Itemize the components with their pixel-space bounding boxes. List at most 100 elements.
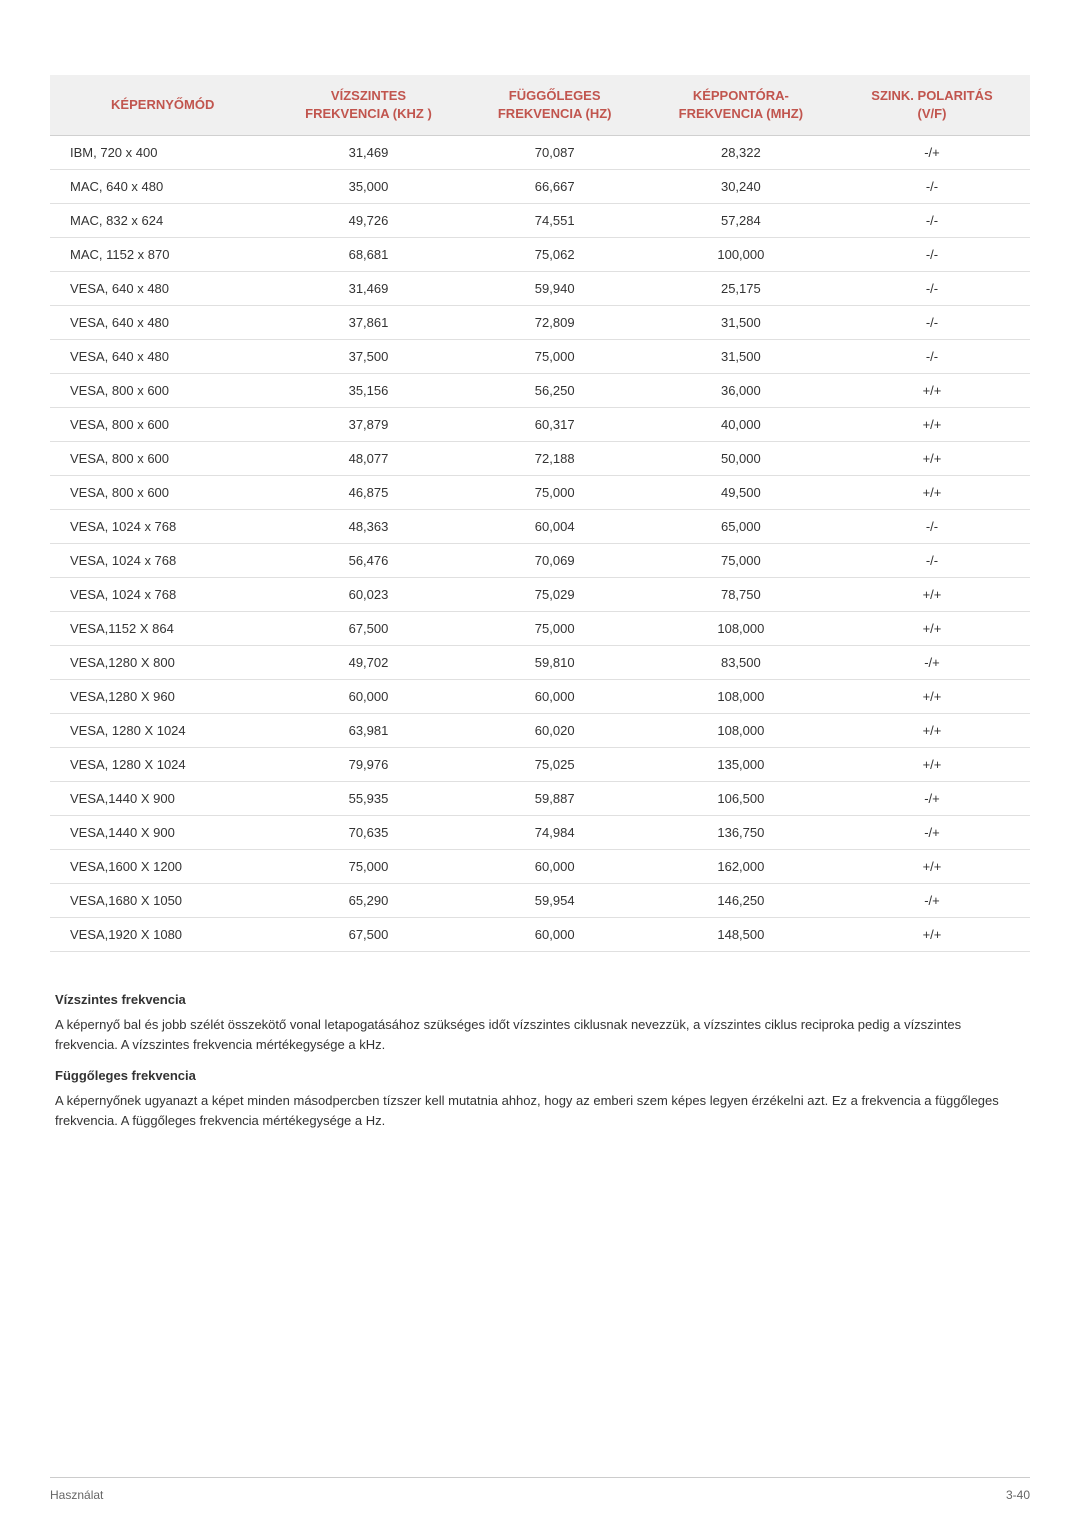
cell-pclock: 136,750 <box>648 816 834 850</box>
cell-mode: MAC, 1152 x 870 <box>50 238 275 272</box>
cell-hfreq: 37,879 <box>275 408 461 442</box>
cell-vfreq: 74,984 <box>462 816 648 850</box>
cell-pclock: 108,000 <box>648 612 834 646</box>
cell-pclock: 49,500 <box>648 476 834 510</box>
cell-pol: +/+ <box>834 374 1030 408</box>
cell-vfreq: 75,000 <box>462 612 648 646</box>
cell-vfreq: 60,004 <box>462 510 648 544</box>
vfreq-heading: Függőleges frekvencia <box>55 1068 1025 1083</box>
cell-hfreq: 68,681 <box>275 238 461 272</box>
cell-pol: -/- <box>834 238 1030 272</box>
cell-pclock: 162,000 <box>648 850 834 884</box>
description-section: Vízszintes frekvencia A képernyő bal és … <box>50 992 1030 1130</box>
cell-mode: VESA, 640 x 480 <box>50 340 275 374</box>
timing-table: KÉPERNYŐMÓD VÍZSZINTESFREKVENCIA (KHZ ) … <box>50 75 1030 952</box>
cell-mode: VESA,1440 X 900 <box>50 816 275 850</box>
cell-vfreq: 59,940 <box>462 272 648 306</box>
cell-mode: VESA, 800 x 600 <box>50 442 275 476</box>
cell-vfreq: 75,062 <box>462 238 648 272</box>
cell-vfreq: 74,551 <box>462 204 648 238</box>
table-row: VESA,1280 X 80049,70259,81083,500-/+ <box>50 646 1030 680</box>
cell-vfreq: 60,020 <box>462 714 648 748</box>
cell-pclock: 135,000 <box>648 748 834 782</box>
cell-hfreq: 35,000 <box>275 170 461 204</box>
cell-pol: +/+ <box>834 442 1030 476</box>
cell-pclock: 108,000 <box>648 714 834 748</box>
cell-mode: VESA,1440 X 900 <box>50 782 275 816</box>
cell-mode: VESA, 800 x 600 <box>50 476 275 510</box>
cell-pclock: 100,000 <box>648 238 834 272</box>
cell-pol: -/+ <box>834 816 1030 850</box>
footer-left: Használat <box>50 1488 103 1502</box>
table-row: VESA,1440 X 90055,93559,887106,500-/+ <box>50 782 1030 816</box>
cell-pol: -/- <box>834 510 1030 544</box>
cell-pclock: 30,240 <box>648 170 834 204</box>
cell-vfreq: 60,000 <box>462 680 648 714</box>
cell-pol: +/+ <box>834 748 1030 782</box>
footer-right: 3-40 <box>1006 1488 1030 1502</box>
cell-hfreq: 46,875 <box>275 476 461 510</box>
cell-pclock: 148,500 <box>648 918 834 952</box>
table-row: VESA,1600 X 120075,00060,000162,000+/+ <box>50 850 1030 884</box>
header-polarity: SZINK. POLARITÁS(V/F) <box>834 75 1030 136</box>
cell-vfreq: 56,250 <box>462 374 648 408</box>
table-row: VESA, 800 x 60048,07772,18850,000+/+ <box>50 442 1030 476</box>
cell-pol: +/+ <box>834 476 1030 510</box>
cell-vfreq: 66,667 <box>462 170 648 204</box>
cell-mode: VESA, 640 x 480 <box>50 272 275 306</box>
hfreq-heading: Vízszintes frekvencia <box>55 992 1025 1007</box>
header-vfreq: FÜGGŐLEGESFREKVENCIA (HZ) <box>462 75 648 136</box>
cell-hfreq: 55,935 <box>275 782 461 816</box>
header-mode: KÉPERNYŐMÓD <box>50 75 275 136</box>
cell-mode: MAC, 832 x 624 <box>50 204 275 238</box>
cell-vfreq: 72,188 <box>462 442 648 476</box>
cell-pclock: 146,250 <box>648 884 834 918</box>
table-row: VESA,1920 X 108067,50060,000148,500+/+ <box>50 918 1030 952</box>
table-header: KÉPERNYŐMÓD VÍZSZINTESFREKVENCIA (KHZ ) … <box>50 75 1030 136</box>
cell-mode: VESA, 1024 x 768 <box>50 578 275 612</box>
cell-hfreq: 75,000 <box>275 850 461 884</box>
cell-pol: +/+ <box>834 680 1030 714</box>
table-row: VESA, 1024 x 76856,47670,06975,000-/- <box>50 544 1030 578</box>
cell-mode: VESA, 800 x 600 <box>50 408 275 442</box>
cell-pclock: 25,175 <box>648 272 834 306</box>
cell-vfreq: 70,087 <box>462 136 648 170</box>
cell-pol: +/+ <box>834 408 1030 442</box>
cell-pol: -/- <box>834 544 1030 578</box>
cell-pclock: 31,500 <box>648 340 834 374</box>
cell-pclock: 28,322 <box>648 136 834 170</box>
cell-pclock: 50,000 <box>648 442 834 476</box>
cell-vfreq: 59,810 <box>462 646 648 680</box>
cell-mode: VESA, 1024 x 768 <box>50 510 275 544</box>
cell-mode: VESA,1600 X 1200 <box>50 850 275 884</box>
table-row: MAC, 832 x 62449,72674,55157,284-/- <box>50 204 1030 238</box>
cell-hfreq: 60,000 <box>275 680 461 714</box>
cell-pclock: 36,000 <box>648 374 834 408</box>
table-row: VESA,1152 X 86467,50075,000108,000+/+ <box>50 612 1030 646</box>
cell-pclock: 75,000 <box>648 544 834 578</box>
cell-hfreq: 48,363 <box>275 510 461 544</box>
cell-mode: VESA,1280 X 960 <box>50 680 275 714</box>
cell-pclock: 40,000 <box>648 408 834 442</box>
cell-vfreq: 72,809 <box>462 306 648 340</box>
cell-hfreq: 37,500 <box>275 340 461 374</box>
cell-hfreq: 70,635 <box>275 816 461 850</box>
cell-vfreq: 75,000 <box>462 340 648 374</box>
cell-mode: VESA,1920 X 1080 <box>50 918 275 952</box>
cell-hfreq: 35,156 <box>275 374 461 408</box>
table-row: VESA,1280 X 96060,00060,000108,000+/+ <box>50 680 1030 714</box>
table-row: VESA, 640 x 48037,50075,00031,500-/- <box>50 340 1030 374</box>
cell-pclock: 78,750 <box>648 578 834 612</box>
hfreq-body: A képernyő bal és jobb szélét összekötő … <box>55 1015 1025 1054</box>
cell-hfreq: 79,976 <box>275 748 461 782</box>
cell-vfreq: 60,317 <box>462 408 648 442</box>
cell-mode: VESA, 1280 X 1024 <box>50 714 275 748</box>
table-row: VESA, 800 x 60046,87575,00049,500+/+ <box>50 476 1030 510</box>
cell-vfreq: 59,887 <box>462 782 648 816</box>
table-row: VESA, 800 x 60035,15656,25036,000+/+ <box>50 374 1030 408</box>
timing-table-container: KÉPERNYŐMÓD VÍZSZINTESFREKVENCIA (KHZ ) … <box>50 75 1030 952</box>
cell-pclock: 31,500 <box>648 306 834 340</box>
cell-hfreq: 48,077 <box>275 442 461 476</box>
cell-vfreq: 75,000 <box>462 476 648 510</box>
page-footer: Használat 3-40 <box>50 1477 1030 1502</box>
